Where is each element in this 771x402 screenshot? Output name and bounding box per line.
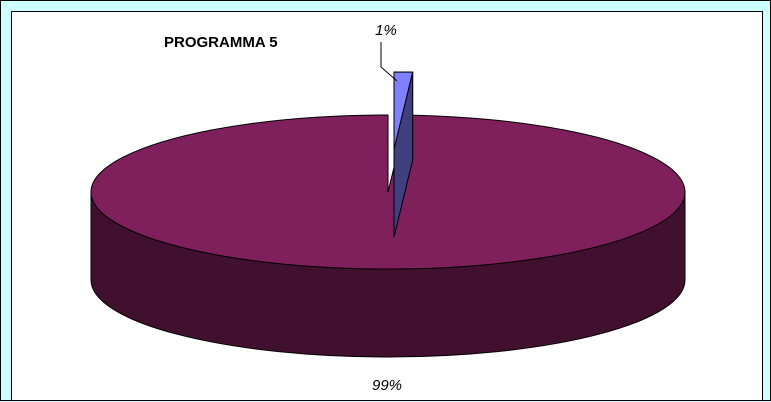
slice-label-1: 99%: [372, 377, 402, 394]
chart-title: PROGRAMMA 5: [164, 34, 278, 51]
slice-top-0: [393, 71, 414, 150]
slice-top-1: [90, 114, 686, 270]
leader-line-0: [380, 42, 398, 82]
slice-label-0: 1%: [375, 22, 397, 39]
pie-group: 1% 99%: [90, 22, 686, 394]
